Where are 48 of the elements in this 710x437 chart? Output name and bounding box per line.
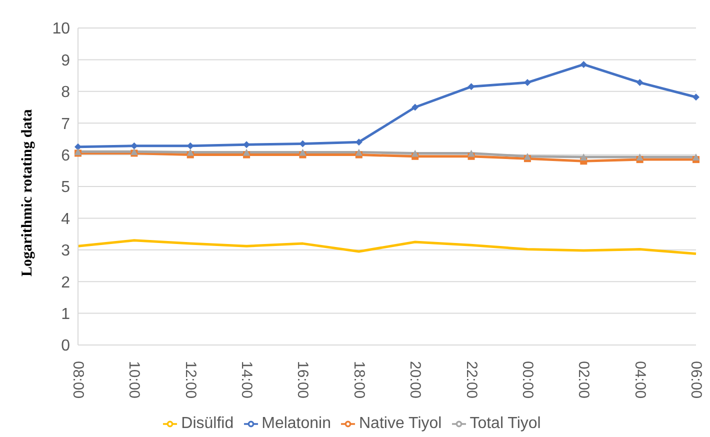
- y-tick-label: 9: [61, 52, 70, 70]
- point: [412, 150, 419, 157]
- x-tick-label: 22:00: [462, 361, 480, 399]
- x-tick-label: 18:00: [350, 361, 368, 399]
- point: [412, 104, 419, 111]
- point: [580, 60, 588, 68]
- point: [186, 148, 194, 156]
- x-tick-label: 14:00: [238, 361, 256, 399]
- y-tick-label: 10: [52, 20, 70, 38]
- point: [299, 140, 306, 148]
- x-tick-label: 06:00: [688, 361, 704, 399]
- y-tick-label: 4: [61, 210, 70, 228]
- y-tick-label: 7: [61, 116, 70, 133]
- point: [636, 79, 644, 86]
- point: [299, 148, 306, 156]
- point: [130, 142, 138, 150]
- point: [243, 148, 250, 156]
- point: [468, 83, 475, 90]
- y-tick-label: 6: [61, 147, 70, 164]
- legend-label: Disülfid: [181, 415, 234, 432]
- y-tick-label: 2: [61, 274, 70, 292]
- point: [74, 143, 82, 150]
- point: [524, 152, 531, 160]
- point: [692, 154, 700, 161]
- x-tick-label: 04:00: [631, 361, 648, 399]
- line-series: [76, 239, 698, 255]
- y-tick-label: 0: [61, 338, 70, 355]
- point: [580, 154, 588, 161]
- x-tick-label: 00:00: [518, 361, 536, 399]
- point: [636, 154, 644, 161]
- point: [186, 142, 194, 150]
- x-tick-label: 08:00: [70, 361, 86, 399]
- y-axis-title: Logarithmic rotating data: [19, 108, 36, 276]
- y-tick-label: 1: [61, 306, 70, 323]
- legend-label: Melatonin: [262, 415, 331, 432]
- x-tick-label: 12:00: [182, 361, 199, 399]
- x-tick-label: 10:00: [126, 361, 143, 399]
- y-tick-label: 3: [61, 242, 70, 260]
- point: [468, 150, 475, 157]
- x-tick-label: 02:00: [575, 361, 592, 399]
- x-tick-label: 16:00: [294, 361, 312, 399]
- y-tick-label: 8: [61, 84, 70, 102]
- x-tick-label: 20:00: [406, 361, 424, 399]
- point: [355, 148, 362, 156]
- legend-label: Native Tiyol: [359, 415, 442, 432]
- y-tick-label: 5: [61, 179, 70, 196]
- point: [692, 94, 700, 101]
- legend-label: Total Tiyol: [470, 415, 541, 432]
